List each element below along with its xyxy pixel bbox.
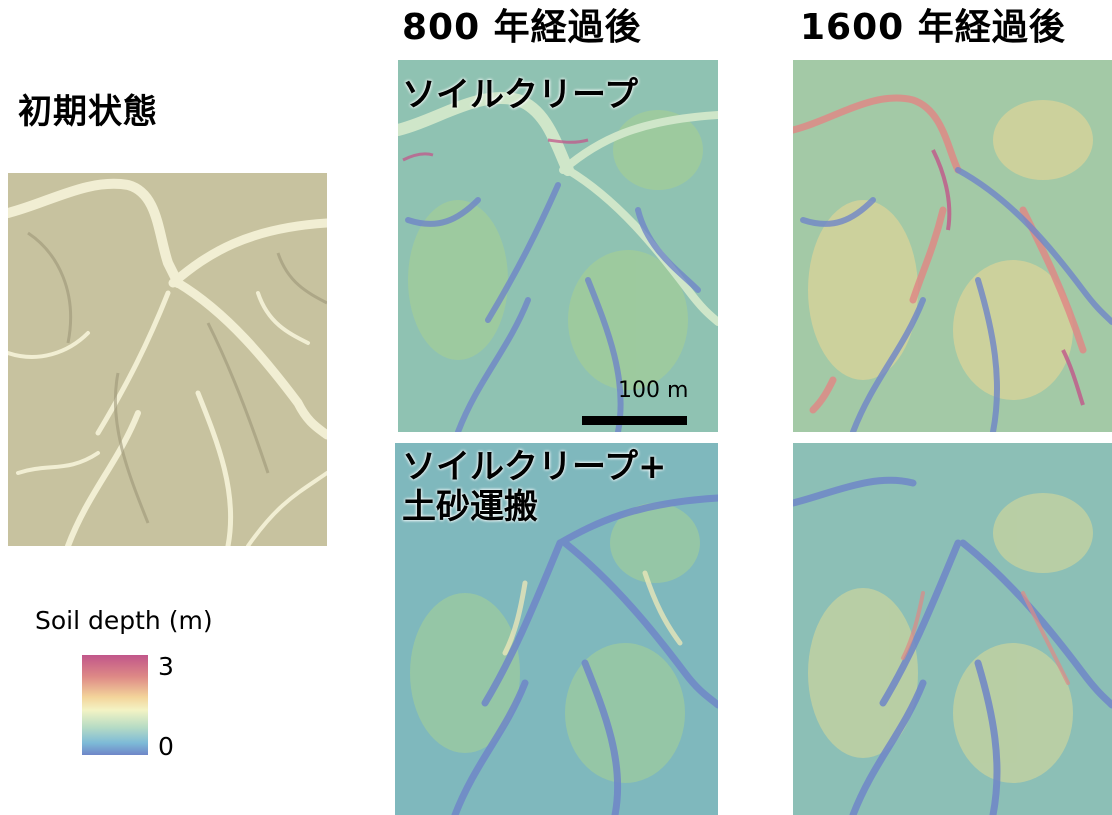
initial-relief-map bbox=[8, 173, 327, 546]
map-1600-creep-transport bbox=[793, 443, 1112, 815]
legend-title: Soil depth (m) bbox=[35, 606, 213, 635]
soil-creep-label: ソイルクリープ bbox=[402, 75, 638, 115]
soil-creep-transport-label-line2: 土砂運搬 bbox=[402, 487, 538, 527]
map-800-creep bbox=[398, 60, 718, 432]
800-years-title: 800 年経過後 bbox=[402, 7, 642, 48]
scale-bar-label: 100 m bbox=[618, 378, 689, 403]
map-1600-creep bbox=[793, 60, 1112, 432]
legend-min-label: 0 bbox=[158, 732, 174, 761]
legend-color-ramp bbox=[82, 655, 148, 755]
soil-creep-transport-label-line1: ソイルクリープ+ bbox=[402, 447, 667, 487]
scale-bar bbox=[582, 416, 687, 425]
map-800-creep-transport bbox=[395, 443, 718, 815]
initial-state-title: 初期状態 bbox=[18, 92, 158, 132]
legend-max-label: 3 bbox=[158, 652, 174, 681]
1600-years-title: 1600 年経過後 bbox=[800, 7, 1066, 48]
